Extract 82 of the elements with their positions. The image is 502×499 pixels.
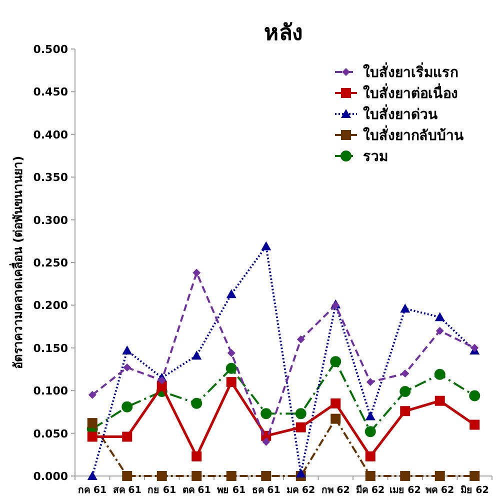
- point: [226, 377, 236, 388]
- y-tick-label: 0.500: [33, 43, 68, 56]
- point: [192, 471, 202, 481]
- y-tick-label: 0.050: [33, 427, 68, 440]
- y-tick-label: 0.100: [33, 384, 68, 398]
- point: [226, 289, 236, 298]
- point: [400, 406, 410, 416]
- x-tick-label: มิย 62: [460, 485, 489, 496]
- x-tick-label: เมย 62: [389, 485, 421, 496]
- point: [401, 370, 410, 378]
- point: [400, 471, 410, 481]
- point: [365, 411, 376, 420]
- x-tick-label: พย 61: [217, 485, 246, 496]
- x-tick-label: พค 62: [426, 485, 454, 496]
- point: [262, 438, 270, 446]
- y-tick-label: 0.450: [33, 86, 68, 99]
- x-tick-label: มค 62: [286, 485, 316, 496]
- point: [87, 418, 98, 428]
- point: [434, 368, 446, 380]
- point: [330, 414, 341, 424]
- point: [191, 398, 202, 409]
- point: [330, 356, 342, 368]
- point: [261, 471, 272, 481]
- point: [261, 241, 272, 250]
- point: [364, 426, 376, 438]
- point: [156, 471, 167, 481]
- point: [87, 432, 98, 442]
- chart-title: หลัง: [264, 21, 303, 46]
- point: [192, 451, 202, 462]
- point: [296, 422, 306, 432]
- point: [122, 401, 133, 412]
- point: [156, 381, 167, 392]
- legend-label: ใบสั่งยาต่อเนื่อง: [363, 83, 458, 102]
- point: [226, 362, 237, 374]
- legend-label: รวม: [363, 149, 388, 165]
- point: [296, 468, 306, 478]
- legend-label: ใบสั่งยาเริ่มแรก: [363, 62, 458, 81]
- x-tick-label: กย 61: [148, 485, 177, 496]
- point: [123, 364, 132, 372]
- y-tick-label: 0.250: [33, 256, 68, 270]
- point: [330, 398, 341, 408]
- point: [122, 471, 132, 481]
- point: [470, 471, 480, 481]
- point: [366, 378, 374, 386]
- point: [122, 345, 132, 354]
- point: [260, 408, 272, 420]
- point: [88, 390, 96, 399]
- point: [400, 386, 411, 397]
- point: [470, 344, 479, 352]
- point: [434, 396, 445, 406]
- point: [295, 408, 306, 420]
- y-tick-label: 0.200: [33, 299, 68, 312]
- y-tick-label: 0.400: [33, 128, 68, 142]
- legend-label: ใบสั่งยากลับบ้าน: [363, 125, 464, 144]
- x-tick-label: กค 61: [78, 485, 108, 496]
- point: [296, 335, 305, 344]
- point: [434, 312, 445, 322]
- y-tick-label: 0.150: [33, 342, 68, 355]
- point: [365, 451, 376, 462]
- point: [226, 471, 236, 481]
- x-tick-label: มีค 62: [356, 484, 385, 496]
- point: [87, 471, 98, 480]
- x-tick-label: กพ 62: [321, 485, 350, 496]
- point: [469, 390, 480, 402]
- y-axis-title: อัตราความคลาดเคลื่อน (ต่อพันขนานยา): [9, 156, 25, 370]
- point: [400, 304, 410, 313]
- point: [192, 350, 202, 360]
- point: [470, 420, 480, 430]
- point: [365, 471, 376, 481]
- point: [436, 326, 444, 335]
- y-tick-label: 0.350: [33, 171, 68, 184]
- legend-label: ใบสั่งยาด่วน: [363, 104, 438, 123]
- x-tick-label: ตค 61: [182, 485, 212, 496]
- x-tick-label: ธค 61: [252, 485, 281, 496]
- point: [227, 349, 236, 358]
- point: [434, 471, 445, 481]
- y-tick-label: 0.300: [33, 214, 68, 227]
- point: [158, 376, 166, 384]
- point: [122, 432, 132, 442]
- point: [192, 268, 201, 277]
- x-tick-label: สค 61: [112, 485, 142, 496]
- y-tick-label: 0.000: [33, 470, 68, 483]
